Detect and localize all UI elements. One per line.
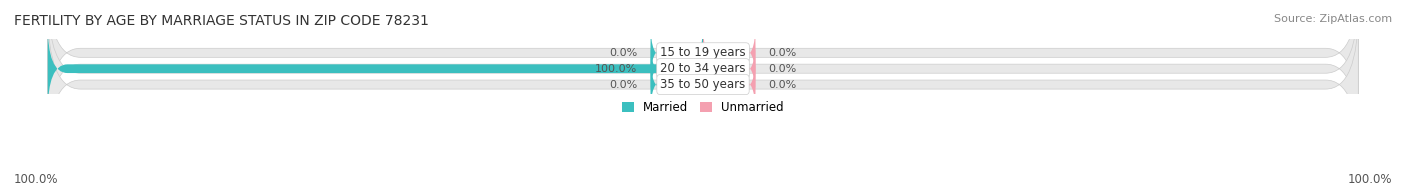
FancyBboxPatch shape xyxy=(651,57,703,112)
Text: 0.0%: 0.0% xyxy=(769,64,797,74)
FancyBboxPatch shape xyxy=(651,25,703,80)
FancyBboxPatch shape xyxy=(703,41,755,96)
Text: FERTILITY BY AGE BY MARRIAGE STATUS IN ZIP CODE 78231: FERTILITY BY AGE BY MARRIAGE STATUS IN Z… xyxy=(14,14,429,28)
FancyBboxPatch shape xyxy=(48,10,1358,159)
FancyBboxPatch shape xyxy=(48,0,1358,143)
Legend: Married, Unmarried: Married, Unmarried xyxy=(617,96,789,119)
Text: 100.0%: 100.0% xyxy=(595,64,637,74)
Text: 100.0%: 100.0% xyxy=(1347,173,1392,186)
Text: 20 to 34 years: 20 to 34 years xyxy=(661,62,745,75)
FancyBboxPatch shape xyxy=(703,25,755,80)
Text: 0.0%: 0.0% xyxy=(769,48,797,58)
Text: 0.0%: 0.0% xyxy=(769,80,797,90)
Text: 0.0%: 0.0% xyxy=(609,80,637,90)
FancyBboxPatch shape xyxy=(48,25,703,112)
FancyBboxPatch shape xyxy=(703,57,755,112)
Text: 100.0%: 100.0% xyxy=(14,173,59,186)
Text: Source: ZipAtlas.com: Source: ZipAtlas.com xyxy=(1274,14,1392,24)
FancyBboxPatch shape xyxy=(651,41,703,96)
FancyBboxPatch shape xyxy=(48,0,1358,128)
Text: 0.0%: 0.0% xyxy=(609,48,637,58)
Text: 35 to 50 years: 35 to 50 years xyxy=(661,78,745,91)
Text: 15 to 19 years: 15 to 19 years xyxy=(661,46,745,59)
